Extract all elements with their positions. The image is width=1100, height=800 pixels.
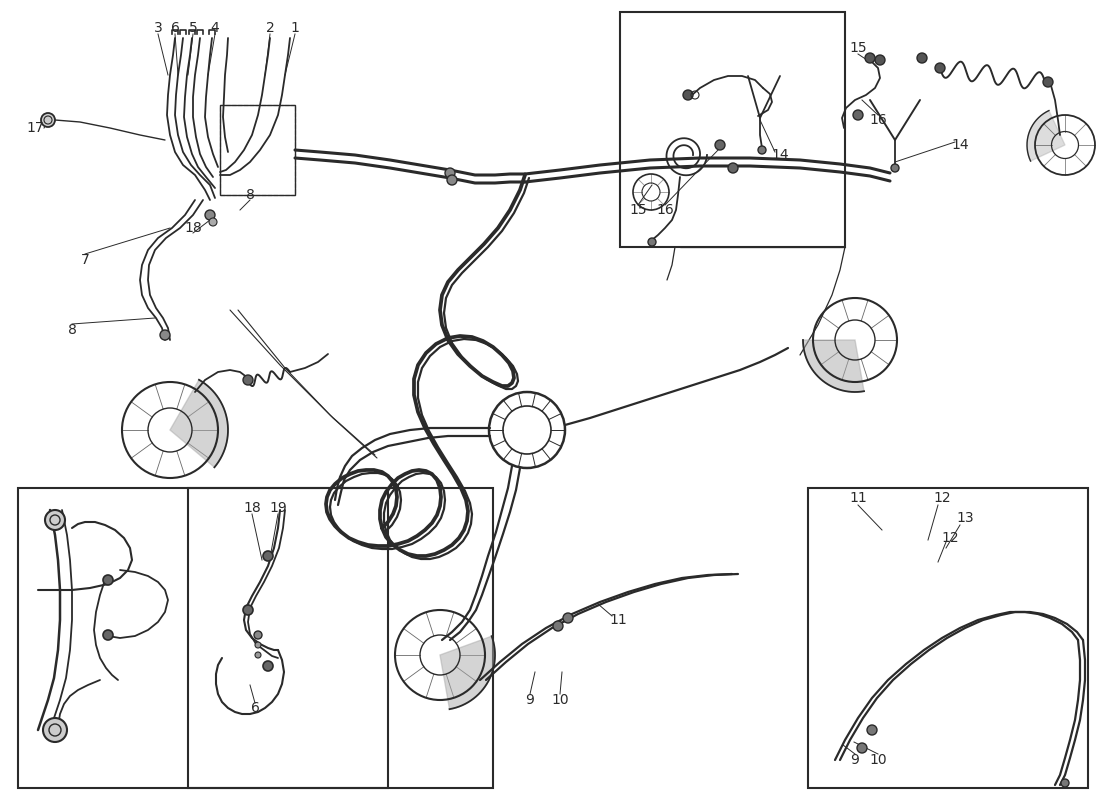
Text: 10: 10 [551, 693, 569, 707]
Text: 3: 3 [154, 21, 163, 35]
Circle shape [103, 630, 113, 640]
Circle shape [648, 238, 656, 246]
Circle shape [852, 110, 864, 120]
Text: 18: 18 [243, 501, 261, 515]
Circle shape [263, 551, 273, 561]
Circle shape [45, 510, 65, 530]
Text: 18: 18 [184, 221, 202, 235]
Circle shape [758, 146, 766, 154]
Text: 9: 9 [526, 693, 535, 707]
Circle shape [1043, 77, 1053, 87]
Circle shape [43, 718, 67, 742]
Circle shape [447, 175, 456, 185]
Text: 11: 11 [609, 613, 627, 627]
Text: 12: 12 [933, 491, 950, 505]
Circle shape [683, 90, 693, 100]
Text: 9: 9 [850, 753, 859, 767]
Circle shape [874, 55, 886, 65]
Text: 7: 7 [80, 253, 89, 267]
Circle shape [553, 621, 563, 631]
Text: 12: 12 [942, 531, 959, 545]
Polygon shape [440, 636, 495, 709]
Circle shape [255, 652, 261, 658]
Text: 17: 17 [26, 121, 44, 135]
Circle shape [160, 330, 170, 340]
Circle shape [728, 163, 738, 173]
Circle shape [563, 613, 573, 623]
Text: 16: 16 [656, 203, 674, 217]
Circle shape [243, 605, 253, 615]
Text: 6: 6 [251, 701, 260, 715]
Text: 16: 16 [869, 113, 887, 127]
Bar [808, 488, 1088, 788]
Bar [188, 488, 493, 788]
Text: 19: 19 [270, 501, 287, 515]
Circle shape [205, 210, 214, 220]
Text: 5: 5 [188, 21, 197, 35]
Circle shape [103, 575, 113, 585]
Bar [220, 105, 295, 195]
Circle shape [865, 53, 874, 63]
Circle shape [254, 631, 262, 639]
Bar [620, 12, 845, 247]
Polygon shape [1027, 110, 1065, 161]
Circle shape [41, 113, 55, 127]
Text: 13: 13 [956, 511, 974, 525]
Circle shape [715, 140, 725, 150]
Polygon shape [803, 340, 864, 392]
Bar [220, 105, 295, 195]
Circle shape [867, 725, 877, 735]
Text: 15: 15 [849, 41, 867, 55]
Text: 8: 8 [245, 188, 254, 202]
Text: 1: 1 [290, 21, 299, 35]
Circle shape [263, 661, 273, 671]
Circle shape [917, 53, 927, 63]
Text: 4: 4 [210, 21, 219, 35]
Text: 14: 14 [771, 148, 789, 162]
Circle shape [1062, 779, 1069, 787]
Text: 15: 15 [629, 203, 647, 217]
Circle shape [446, 168, 455, 178]
Circle shape [935, 63, 945, 73]
Circle shape [255, 642, 261, 648]
Circle shape [209, 218, 217, 226]
Text: 8: 8 [67, 323, 76, 337]
Text: 10: 10 [869, 753, 887, 767]
Polygon shape [170, 380, 228, 467]
Circle shape [857, 743, 867, 753]
Bar [18, 488, 388, 788]
Circle shape [243, 375, 253, 385]
Text: 11: 11 [849, 491, 867, 505]
Text: 2: 2 [265, 21, 274, 35]
Circle shape [891, 164, 899, 172]
Text: 14: 14 [952, 138, 969, 152]
Text: 6: 6 [170, 21, 179, 35]
